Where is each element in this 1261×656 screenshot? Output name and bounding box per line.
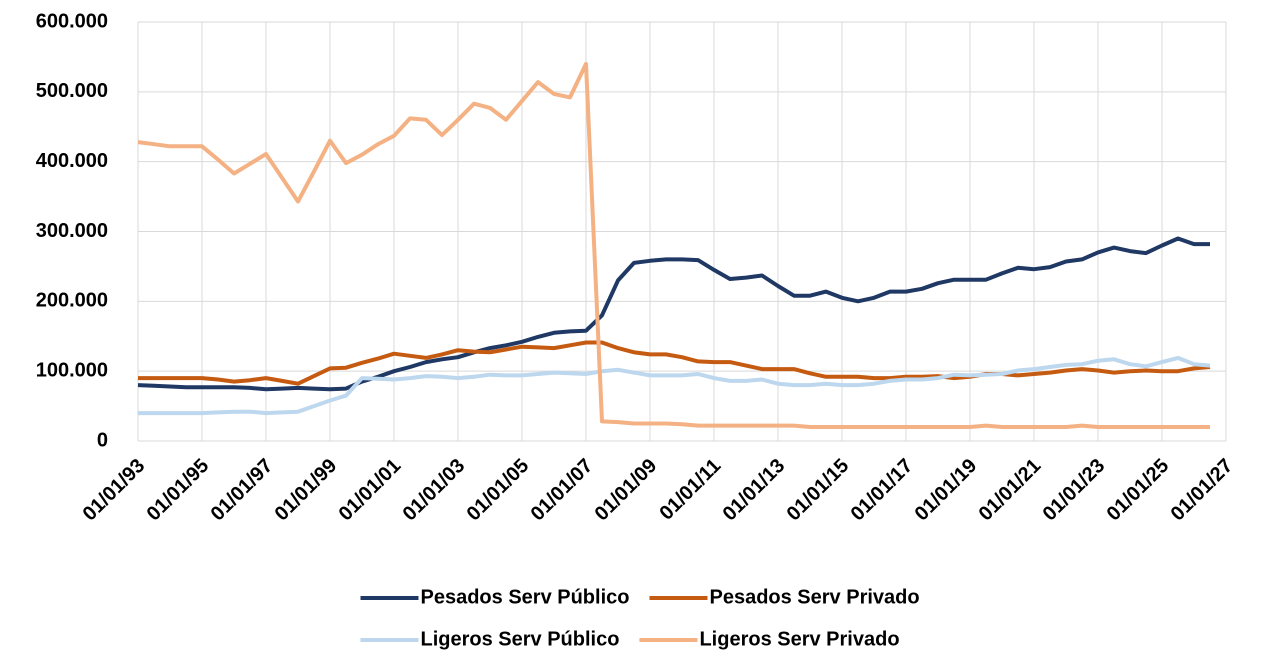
y-tick-label: 300.000	[36, 220, 108, 242]
series-line	[137, 61, 1210, 429]
y-tick-label: 600.000	[36, 10, 108, 32]
series-line	[138, 340, 1211, 386]
x-tick-label: 01/01/95	[143, 455, 214, 526]
x-tick-label: 01/01/19	[911, 455, 982, 526]
legend-label: Ligeros Serv Público	[421, 628, 620, 650]
x-tick-label: 01/01/99	[271, 455, 342, 526]
x-tick-label: 01/01/27	[1167, 455, 1238, 526]
y-tick-label: 200.000	[36, 290, 108, 312]
y-tick-label: 400.000	[36, 150, 108, 172]
legend-label: Pesados Serv Público	[421, 586, 630, 608]
series-line	[137, 236, 1210, 392]
y-tick-label: 100.000	[36, 359, 108, 381]
x-tick-label: 01/01/97	[207, 455, 278, 526]
x-tick-label: 01/01/05	[463, 455, 534, 526]
x-tick-label: 01/01/07	[527, 455, 598, 526]
x-tick-label: 01/01/01	[335, 455, 406, 526]
x-tick-label: 01/01/15	[783, 455, 854, 526]
x-tick-label: 01/01/23	[1039, 455, 1110, 526]
x-tick-label: 01/01/09	[591, 455, 662, 526]
x-tick-label: 01/01/03	[399, 455, 470, 526]
x-tick-label: 01/01/13	[719, 455, 790, 526]
x-tick-label: 01/01/25	[1103, 455, 1174, 526]
x-tick-label: 01/01/11	[655, 455, 725, 525]
x-tick-label: 01/01/21	[975, 455, 1046, 526]
legend-label: Pesados Serv Privado	[709, 586, 919, 608]
x-tick-label: 01/01/93	[79, 455, 150, 526]
y-tick-label: 0	[97, 429, 108, 451]
series-line	[138, 355, 1211, 416]
x-tick-label: 01/01/17	[847, 455, 918, 526]
legend-label: Ligeros Serv Privado	[699, 628, 899, 650]
y-tick-label: 500.000	[36, 80, 108, 102]
